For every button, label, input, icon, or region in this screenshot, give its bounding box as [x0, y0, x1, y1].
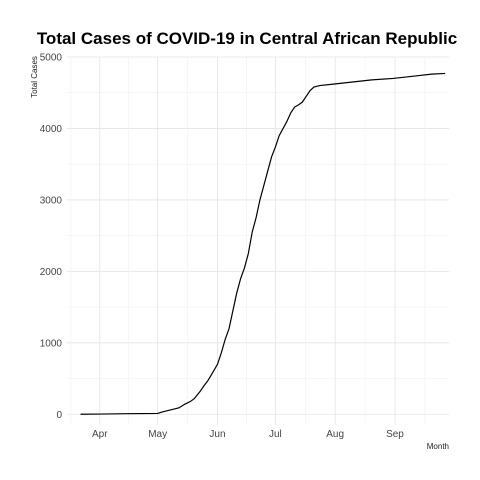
y-tick-label: 4000	[40, 124, 63, 135]
y-tick-labels: 0 1000 2000 3000 4000 5000	[40, 53, 63, 421]
total-cases-line	[80, 72, 446, 415]
x-tick-labels: Apr May Jun Jul Aug Sep	[92, 429, 404, 440]
x-tick-label-sep: Sep	[386, 429, 404, 440]
x-tick-label-apr: Apr	[92, 429, 108, 440]
x-tick-label-jun: Jun	[209, 429, 225, 440]
x-tick-label-may: May	[148, 429, 167, 440]
y-axis-label: Total Cases	[30, 56, 39, 98]
chart-title: Total Cases of COVID-19 in Central Afric…	[37, 29, 457, 48]
y-tick-label: 3000	[40, 195, 63, 206]
y-tick-label: 1000	[40, 338, 63, 349]
grid-lines	[67, 56, 449, 425]
x-tick-label-aug: Aug	[326, 429, 344, 440]
x-tick-label-jul: Jul	[269, 429, 282, 440]
y-tick-label: 0	[56, 410, 62, 421]
y-tick-label: 5000	[40, 53, 63, 64]
x-axis-label: Month	[427, 442, 449, 451]
y-tick-label: 2000	[40, 267, 63, 278]
